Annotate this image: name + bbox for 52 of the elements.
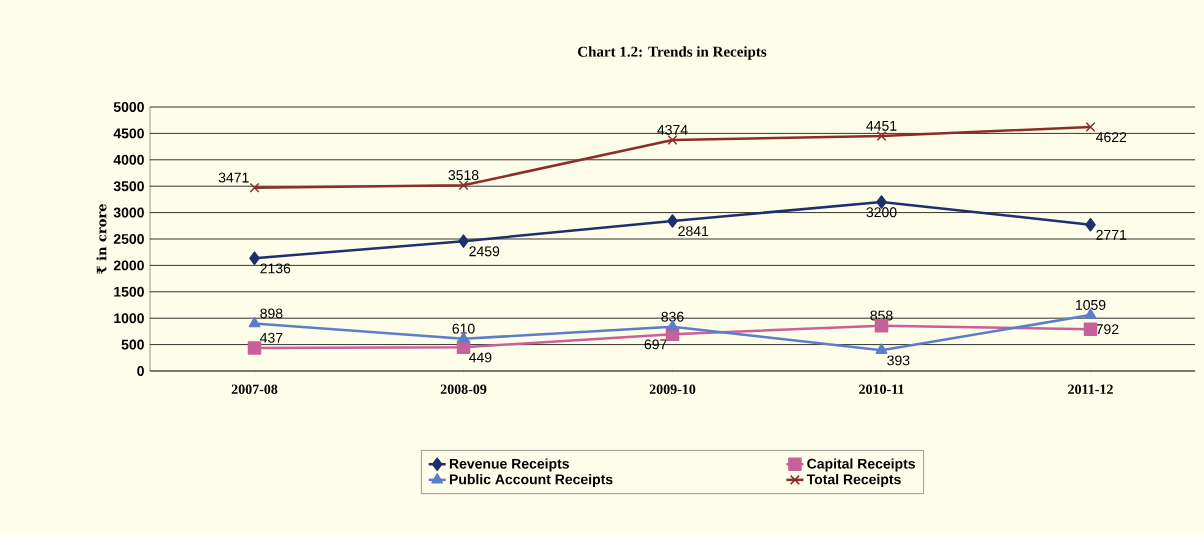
data-label: 437 [260, 332, 283, 343]
y-tick-label: 2500 [113, 234, 144, 244]
data-label: 2771 [1096, 229, 1127, 240]
x-tick-label: 2009-10 [649, 384, 696, 394]
y-tick-label: 2000 [113, 260, 144, 271]
legend-label: Revenue Receipts [449, 458, 569, 472]
x-tick-label: 2007-08 [231, 384, 278, 394]
data-label: 836 [661, 311, 684, 322]
point [247, 341, 262, 355]
y-tick-label: 3000 [113, 207, 144, 218]
legend-label: Total Receipts [806, 474, 901, 488]
point [458, 180, 469, 191]
y-tick-label: 0 [137, 366, 144, 376]
data-label: 393 [887, 355, 910, 366]
y-axis-title: ₹ in crore [96, 204, 107, 274]
data-label: 4451 [866, 121, 897, 131]
point [1085, 121, 1096, 132]
chart-title: Chart 1.2: Trends in Receipts [578, 46, 767, 60]
x-tick-label: 2011-12 [1068, 384, 1113, 394]
y-tick-label: 3500 [113, 181, 144, 192]
point [875, 343, 888, 354]
y-tick-label: 5000 [113, 102, 144, 112]
data-label: 2841 [678, 226, 709, 237]
data-label: 792 [1096, 324, 1119, 335]
data-label: 3518 [448, 170, 479, 181]
data-label: 3471 [218, 172, 249, 183]
point [667, 135, 678, 146]
point [248, 316, 261, 328]
data-label: 610 [452, 323, 475, 334]
point [1085, 217, 1096, 232]
data-label: 2136 [260, 263, 291, 274]
legend-label: Public Account Receipts [449, 474, 613, 488]
x-tick-label: 2010-11 [859, 384, 904, 394]
point [667, 214, 678, 228]
legend-label: Capital Receipts [807, 458, 916, 472]
data-label: 2459 [469, 246, 500, 257]
y-tick-label: 4500 [113, 128, 144, 139]
data-label: 4374 [657, 124, 688, 135]
point [249, 251, 260, 265]
x-tick-label: 2008-09 [440, 384, 487, 394]
point [249, 182, 260, 193]
y-tick-label: 1500 [114, 286, 144, 297]
data-label: 449 [469, 352, 492, 363]
data-label: 1059 [1075, 299, 1106, 310]
y-tick-label: 4000 [113, 154, 144, 165]
point [1083, 322, 1098, 336]
point [876, 130, 887, 141]
data-label: 4622 [1096, 132, 1127, 143]
point [458, 234, 469, 248]
y-tick-label: 1000 [114, 313, 144, 324]
y-tick-label: 500 [121, 339, 144, 350]
data-label: 898 [260, 308, 283, 319]
